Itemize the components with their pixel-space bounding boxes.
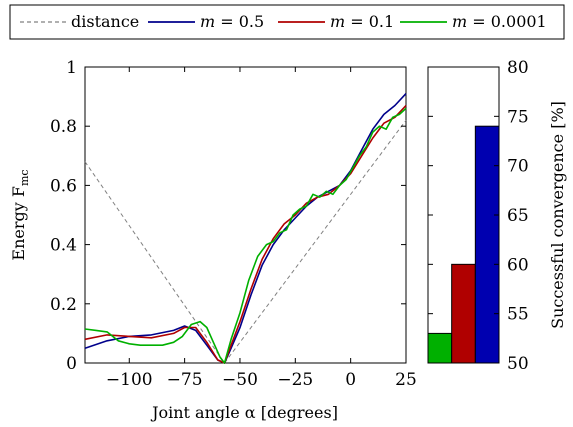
- x-tick-label: −75: [167, 370, 203, 390]
- bar-y-tick-label: 80: [507, 58, 529, 78]
- y-tick-label: 0.4: [50, 236, 77, 256]
- x-tick-label: −100: [106, 370, 153, 390]
- x-tick-label: 0: [345, 370, 356, 390]
- bar-chart: 50 55 60 65 70 75 80 Successful convergence [%…: [427, 58, 567, 374]
- x-tick-label: −25: [277, 370, 313, 390]
- y-tick-label: 0: [66, 354, 77, 374]
- series-line-3: [84, 107, 407, 364]
- y-axis-label: Energy Fmc: [9, 169, 31, 260]
- bar-group: [427, 125, 500, 364]
- y-axis-label-sub: mc: [18, 169, 31, 186]
- bar-y-tick-label: 75: [507, 107, 529, 127]
- y-tick-label: 0.8: [50, 117, 77, 137]
- legend-label-m00001: m = 0.0001: [452, 12, 547, 31]
- legend-label-distance: distance: [71, 12, 139, 31]
- bar-1: [451, 263, 476, 364]
- bar-y-tick-label: 50: [507, 354, 529, 374]
- bar-y-ticks: 50 55 60 65 70 75 80: [428, 58, 529, 374]
- legend: distance m = 0.5 m = 0.1 m = 0.0001: [9, 4, 565, 40]
- x-tick-label: −50: [222, 370, 258, 390]
- y-tick-label: 0.6: [50, 176, 77, 196]
- legend-prefix-m05: m: [200, 12, 215, 31]
- x-tick-label: 25: [395, 370, 417, 390]
- x-axis-label: Joint angle α [degrees]: [150, 403, 338, 422]
- line-y-ticks: 0 0.2 0.4 0.6 0.8 1: [50, 58, 406, 374]
- bar-y-axis-label: Successful convergence [%]: [548, 101, 567, 329]
- legend-text-m00001: = 0.0001: [467, 12, 547, 31]
- line-series-group: [84, 93, 407, 364]
- legend-text-m05: = 0.5: [215, 12, 264, 31]
- legend-label-m05: m = 0.5: [200, 12, 264, 31]
- legend-prefix-m00001: m: [452, 12, 467, 31]
- series-line-1: [84, 93, 407, 364]
- bar-y-tick-label: 65: [507, 206, 529, 226]
- y-tick-label: 0.2: [50, 295, 77, 315]
- bar-0: [427, 332, 453, 364]
- y-axis-label-main: Energy F: [9, 186, 28, 261]
- series-line-2: [84, 104, 407, 364]
- legend-label-m01: m = 0.1: [330, 12, 394, 31]
- legend-text-m01: = 0.1: [345, 12, 394, 31]
- bar-y-tick-label: 60: [507, 255, 529, 275]
- bar-y-tick-label: 55: [507, 305, 529, 325]
- y-tick-label: 1: [66, 58, 77, 78]
- bar-y-tick-label: 70: [507, 157, 529, 177]
- legend-prefix-m01: m: [330, 12, 345, 31]
- line-chart: −100 −75 −50 −25 0 25 0 0.2 0.4 0.6 0.8 1 Joint an…: [9, 58, 417, 422]
- line-x-ticks: −100 −75 −50 −25 0 25: [106, 67, 417, 390]
- bar-2: [474, 125, 500, 364]
- line-plot-frame: [84, 66, 407, 364]
